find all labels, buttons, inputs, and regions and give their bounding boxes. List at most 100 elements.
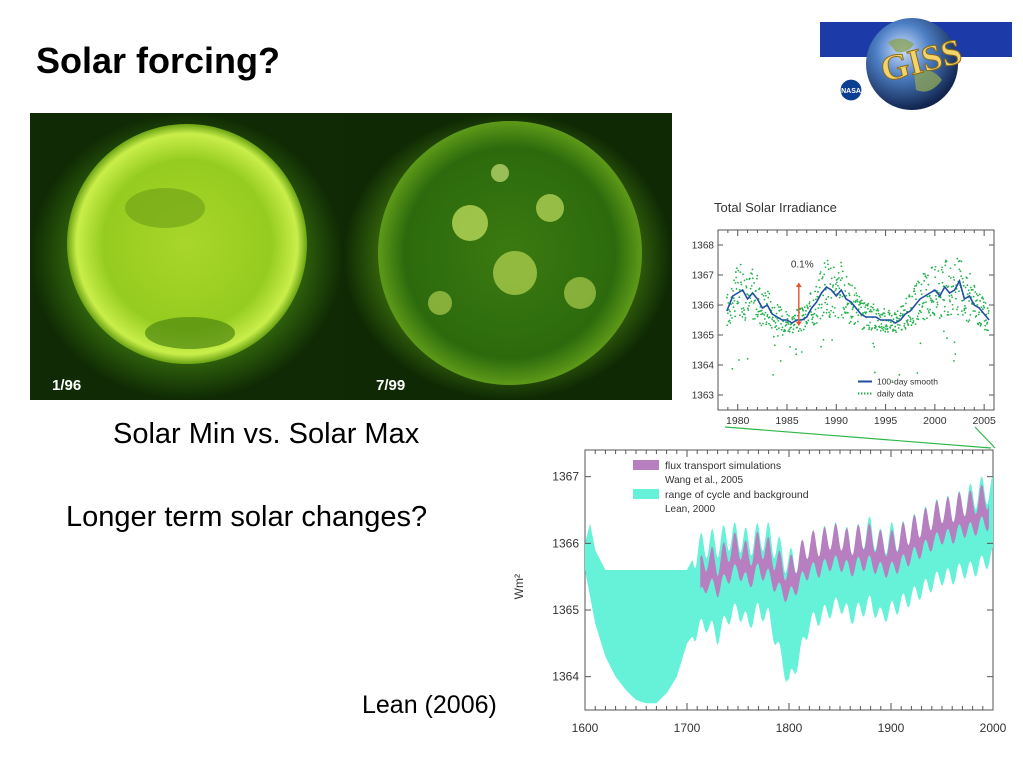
tsi-daily-point: [941, 266, 944, 269]
tsi-daily-point: [920, 293, 923, 296]
tsi-daily-point: [842, 306, 845, 309]
reconstruction-chart: 1364 1365 1366 1367 1600 1700 1800 1900 2000 Wm² f…: [512, 449, 1007, 735]
tsi-daily-point: [787, 321, 789, 324]
tsi-daily-point: [953, 279, 956, 281]
tsi-daily-point: [844, 306, 847, 308]
tsi-daily-point: [860, 306, 862, 309]
tsi-daily-point: [976, 299, 978, 302]
tsi-daily-point: [926, 317, 928, 320]
tsi-daily-point: [815, 314, 818, 317]
tsi-daily-point: [911, 295, 914, 298]
tsi-daily-point: [869, 310, 872, 313]
tsi-daily-point: [929, 314, 932, 317]
tsi-daily-point: [788, 330, 791, 333]
tsi-daily-point: [745, 285, 748, 288]
tsi-daily-point: [806, 304, 808, 307]
tsi-arrowhead-up: [795, 282, 802, 287]
tsi-daily-point: [856, 300, 859, 303]
tsi-daily-point: [958, 259, 961, 262]
tsi-daily-point: [763, 318, 766, 320]
tsi-daily-point: [890, 314, 893, 317]
tsi-daily-point: [737, 281, 739, 284]
legend-sublabel-flux: Wang et al., 2005: [665, 475, 743, 486]
tsi-daily-point: [837, 272, 840, 274]
tsi-daily-point: [813, 312, 816, 315]
tsi-daily-point: [967, 320, 970, 323]
tsi-daily-point: [857, 320, 859, 323]
tsi-daily-point: [885, 324, 888, 327]
tsi-daily-point: [951, 303, 954, 306]
tsi-daily-point: [875, 312, 878, 315]
tsi-daily-point: [929, 297, 932, 300]
tsi-daily-point: [769, 324, 772, 327]
tsi-daily-point: [938, 282, 940, 285]
tsi-daily-point: [809, 305, 811, 308]
tsi-daily-point: [966, 284, 969, 287]
tsi-daily-point: [816, 322, 818, 324]
tsi-daily-point: [838, 296, 841, 299]
tsi-daily-point: [831, 286, 834, 288]
tsi-daily-point: [978, 311, 980, 314]
tsi-daily-point: [736, 300, 739, 303]
tsi-daily-point: [826, 303, 829, 306]
tsi-daily-point: [880, 313, 882, 316]
tsi-daily-point: [749, 297, 752, 300]
tsi-daily-point: [813, 322, 816, 325]
tsi-daily-point: [739, 263, 742, 266]
giss-logo: NASA GISS: [820, 18, 1012, 110]
tsi-daily-point: [949, 300, 951, 303]
tsi-daily-point: [829, 313, 831, 316]
sun-images-drawing: [30, 113, 672, 400]
tsi-daily-point: [972, 295, 975, 298]
tsi-daily-point: [744, 301, 747, 304]
tsi-daily-point: [728, 319, 731, 322]
tsi-daily-point: [773, 320, 776, 323]
tsi-daily-point: [871, 327, 874, 330]
tsi-daily-point: [737, 269, 740, 272]
tsi-daily-point: [850, 315, 852, 318]
tsi-y-tick-label: 1368: [692, 241, 715, 252]
tsi-daily-point: [833, 276, 836, 279]
caption-min-vs-max: Solar Min vs. Solar Max: [113, 418, 420, 450]
tsi-daily-point: [744, 319, 747, 321]
tsi-daily-point: [975, 315, 978, 317]
tsi-daily-point: [881, 327, 884, 330]
tsi-daily-point: [944, 305, 946, 308]
tsi-daily-point: [870, 328, 873, 331]
tsi-daily-point: [947, 311, 949, 313]
tsi-daily-point: [918, 303, 921, 306]
tsi-daily-point: [761, 293, 763, 296]
slide-title: Solar forcing?: [36, 40, 281, 81]
tsi-daily-point: [820, 306, 823, 309]
tsi-daily-point: [917, 280, 919, 283]
tsi-daily-point: [906, 321, 909, 324]
tsi-daily-point: [923, 318, 926, 321]
tsi-daily-point: [785, 323, 788, 326]
tsi-daily-point: [737, 301, 740, 304]
tsi-daily-point: [982, 301, 985, 304]
tsi-daily-point: [833, 306, 836, 309]
tsi-daily-point: [937, 270, 940, 272]
tsi-daily-point: [770, 326, 773, 329]
tsi-y-tick-label: 1365: [692, 331, 715, 342]
tsi-daily-point: [912, 321, 915, 324]
tsi-daily-point: [768, 292, 771, 295]
tsi-daily-point: [760, 313, 762, 316]
tsi-daily-point: [840, 314, 843, 316]
tsi-daily-point: [859, 302, 862, 305]
tsi-daily-point: [913, 287, 916, 290]
tsi-daily-point: [927, 310, 930, 312]
tsi-daily-point: [978, 321, 981, 324]
tsi-daily-point: [844, 290, 847, 292]
tsi-daily-point: [756, 315, 759, 318]
tsi-daily-point: [738, 288, 741, 291]
tsi-daily-point: [741, 311, 743, 313]
tsi-daily-point: [968, 292, 971, 295]
tsi-daily-point: [987, 310, 990, 312]
tsi-daily-point: [781, 333, 784, 336]
tsi-daily-point: [953, 341, 956, 344]
tsi-daily-point: [762, 322, 764, 325]
connector-left: [724, 426, 992, 449]
tsi-daily-point: [825, 311, 828, 314]
tsi-daily-point: [738, 359, 740, 361]
